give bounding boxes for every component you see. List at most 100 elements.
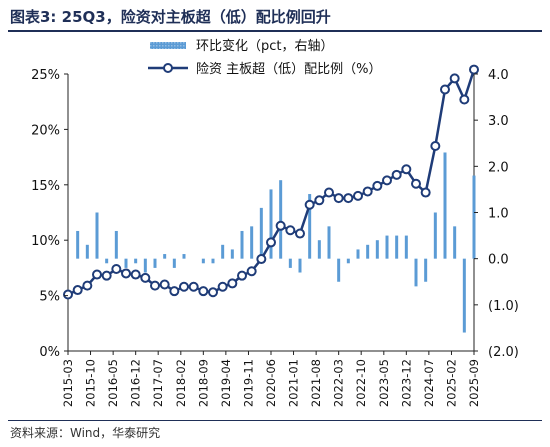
bar-2015-09	[85, 244, 89, 259]
legend-line-label: 险资 主板超（低）配比例（%）	[196, 62, 382, 77]
point-2017-06	[150, 280, 160, 291]
y-left-tick-label: 15%	[31, 179, 60, 194]
bar-2022-06	[346, 258, 350, 264]
bar-2024-09	[433, 212, 437, 259]
bar-2024-03	[414, 258, 418, 287]
title-rule	[8, 30, 542, 32]
point-2018-06	[188, 281, 199, 292]
point-2025-06	[459, 94, 470, 105]
x-tick-label: 2022-03	[332, 359, 346, 407]
legend-line-marker	[163, 63, 173, 73]
point-2018-12	[208, 287, 218, 298]
point-2015-06	[72, 285, 83, 296]
point-2020-03	[256, 254, 267, 265]
point-2023-06	[382, 175, 392, 186]
point-2019-12	[246, 266, 257, 277]
bar-2024-12	[443, 152, 447, 259]
bar-2022-12	[366, 244, 370, 259]
x-tick-label: 2018-09	[196, 359, 210, 407]
bar-2020-03	[259, 207, 263, 259]
point-2022-03	[333, 193, 344, 204]
bar-2017-06	[153, 258, 157, 268]
bar-2023-03	[375, 240, 379, 259]
point-2017-12	[169, 286, 180, 297]
point-2021-09	[314, 195, 325, 206]
x-tick-label: 2016-12	[129, 359, 143, 407]
x-tick-label: 2021-08	[309, 359, 323, 407]
x-tick-label: 2019-11	[241, 359, 255, 407]
point-2018-03	[179, 281, 189, 292]
x-tick-label: 2024-07	[422, 359, 436, 407]
point-2016-03	[101, 270, 112, 281]
point-2020-12	[285, 225, 296, 236]
source-rule	[8, 420, 542, 421]
point-2021-12	[324, 187, 334, 198]
y-left-tick-label: 20%	[31, 123, 60, 138]
bar-2021-09	[317, 240, 321, 259]
bar-2015-12	[95, 212, 99, 259]
y-right-tick-label: 4.0	[488, 68, 509, 83]
point-2019-03	[217, 281, 228, 292]
source-note: 资料来源：Wind，华泰研究	[10, 426, 161, 440]
point-2022-09	[353, 190, 363, 201]
legend: 环比变化（pct，右轴） 险资 主板超（低）配比例（%）	[148, 38, 382, 77]
point-2024-12	[440, 84, 450, 95]
x-tick-label: 2025-02	[444, 359, 458, 407]
x-tick-label: 2021-01	[287, 359, 301, 407]
point-2025-03	[449, 73, 460, 84]
bar-2018-09	[201, 258, 205, 264]
point-2017-09	[159, 279, 170, 290]
point-2023-03	[372, 180, 383, 191]
y-left-tick-label: 25%	[31, 68, 60, 83]
x-tick-label: 2017-07	[151, 359, 165, 407]
bar-2016-03	[105, 258, 109, 264]
point-2024-03	[411, 178, 421, 189]
legend-bar-swatch	[150, 42, 186, 49]
bar-2018-03	[182, 254, 186, 259]
bar-2023-09	[395, 235, 399, 259]
y-right-tick-label: 3.0	[488, 114, 509, 129]
point-2025-09	[469, 64, 479, 75]
point-2015-09	[82, 280, 93, 291]
x-tick-label: 2025-09	[467, 359, 481, 407]
x-tick-label: 2022-10	[354, 359, 368, 407]
y-right-tick-label: (2.0)	[488, 345, 519, 360]
y-left-tick-label: 5%	[39, 290, 60, 305]
point-2019-09	[237, 270, 247, 281]
bar-2018-12	[211, 258, 215, 264]
point-2022-12	[362, 186, 373, 197]
point-2021-06	[304, 199, 315, 210]
bar-2025-06	[462, 258, 466, 333]
bar-2016-09	[124, 258, 128, 268]
bar-2019-03	[221, 244, 225, 259]
bar-2016-12	[134, 258, 138, 264]
y-left-tick-label: 10%	[31, 234, 60, 249]
y-right-tick-label: (1.0)	[488, 299, 519, 314]
bar-2024-06	[424, 258, 428, 282]
point-2022-06	[343, 193, 354, 204]
x-tick-label: 2023-05	[377, 359, 391, 407]
figure-title: 图表3: 25Q3，险资对主板超（低）配比例回升	[10, 8, 331, 26]
x-tick-label: 2015-10	[84, 359, 98, 407]
ticks: 0% 5% 10% 15% 20% 25% (2.0) (1.0) 0.0 1.0 2.0 3.0 4.…	[31, 68, 519, 407]
x-tick-label: 2019-04	[219, 359, 233, 407]
x-tick-label: 2023-12	[399, 359, 413, 407]
bar-2019-06	[230, 249, 234, 259]
bar-2017-09	[163, 254, 167, 259]
legend-bar-label: 环比变化（pct，右轴）	[196, 38, 334, 54]
point-2021-03	[295, 228, 305, 239]
point-2020-06	[266, 237, 276, 248]
y-right-tick-label: 1.0	[488, 207, 509, 222]
bar-2016-06	[114, 230, 118, 259]
bar-2025-03	[453, 226, 457, 259]
x-tick-label: 2020-06	[264, 359, 278, 407]
bar-2017-12	[172, 258, 176, 268]
point-2016-09	[121, 268, 131, 279]
x-tick-label: 2016-05	[106, 359, 120, 407]
bar-2019-09	[240, 230, 244, 259]
bar-2019-12	[250, 226, 254, 259]
bar-2023-12	[404, 235, 408, 259]
bar-2017-03	[143, 258, 147, 273]
bar-2022-03	[337, 258, 341, 282]
